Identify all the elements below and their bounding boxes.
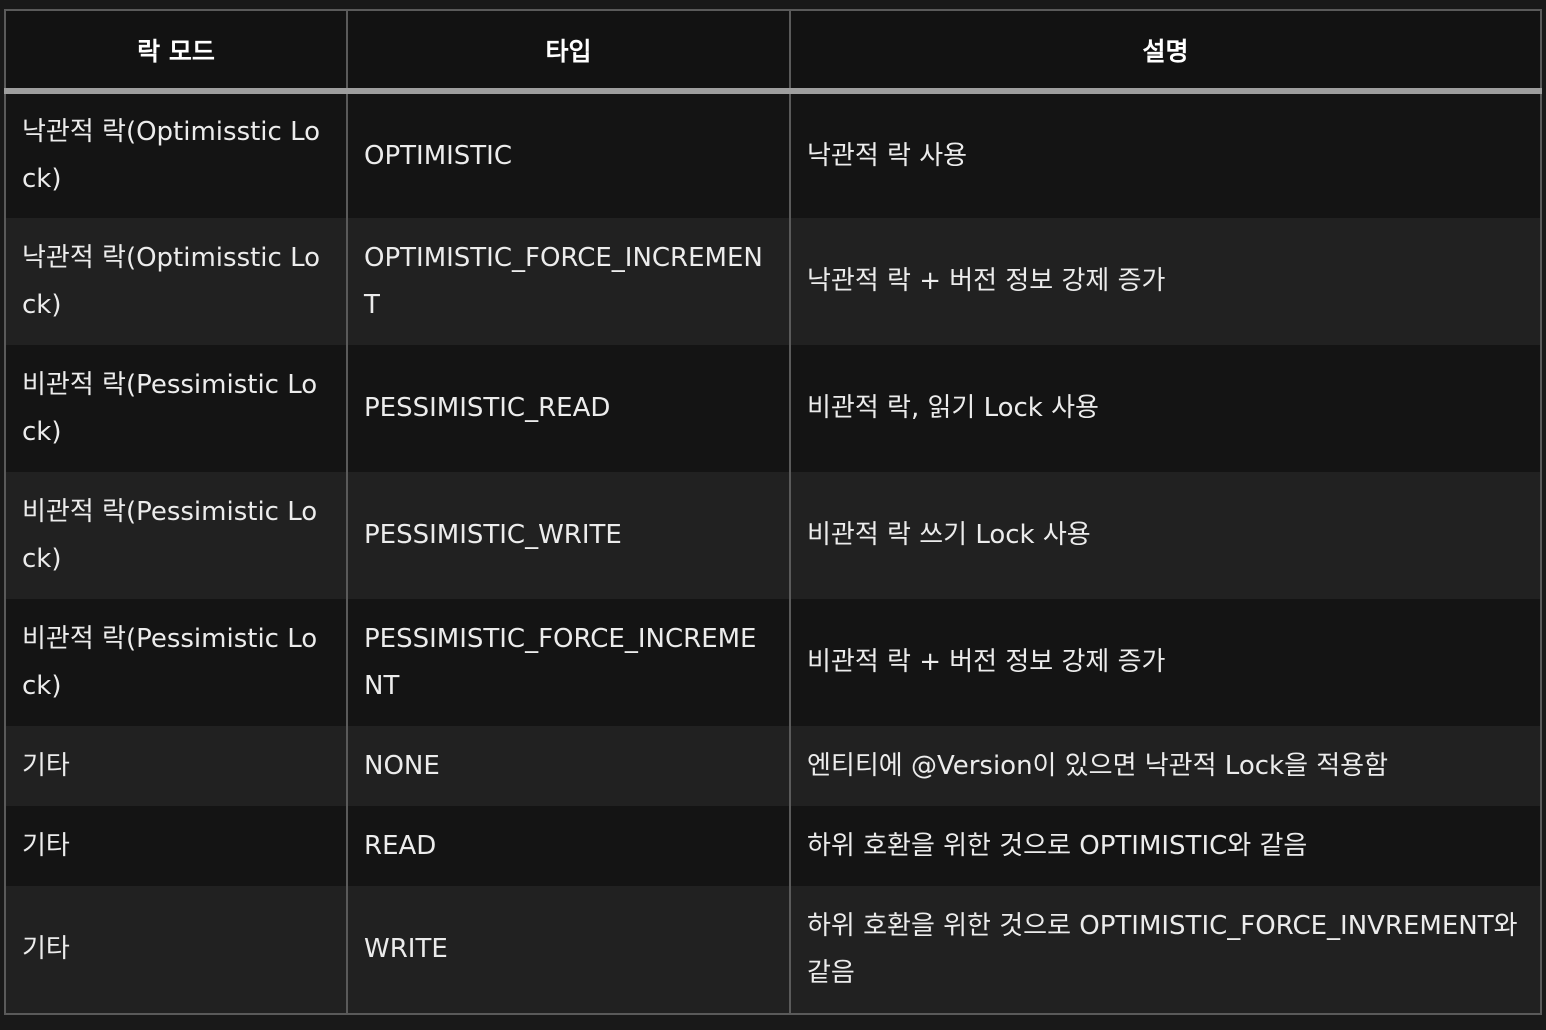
cell-type: OPTIMISTIC_FORCE_INCREMENT xyxy=(346,218,791,345)
cell-description: 낙관적 락 사용 xyxy=(789,91,1542,218)
cell-description: 엔티티에 @Version이 있으면 낙관적 Lock을 적용함 xyxy=(789,726,1542,806)
cell-lock-mode: 낙관적 락(Optimisstic Lock) xyxy=(4,218,348,345)
cell-description: 하위 호환을 위한 것으로 OPTIMISTIC와 같음 xyxy=(789,806,1542,886)
cell-type: PESSIMISTIC_READ xyxy=(346,345,791,472)
cell-lock-mode: 기타 xyxy=(4,726,348,806)
table-row: 기타 WRITE 하위 호환을 위한 것으로 OPTIMISTIC_FORCE_… xyxy=(4,886,1542,1015)
header-lock-mode: 락 모드 xyxy=(4,9,348,94)
table-header-row: 락 모드 타입 설명 xyxy=(4,9,1542,94)
cell-description: 비관적 락, 읽기 Lock 사용 xyxy=(789,345,1542,472)
cell-description: 낙관적 락 + 버전 정보 강제 증가 xyxy=(789,218,1542,345)
cell-lock-mode: 비관적 락(Pessimistic Lock) xyxy=(4,345,348,472)
table-row: 비관적 락(Pessimistic Lock) PESSIMISTIC_FORC… xyxy=(4,599,1542,726)
table-row: 기타 NONE 엔티티에 @Version이 있으면 낙관적 Lock을 적용함 xyxy=(4,726,1542,806)
table-row: 비관적 락(Pessimistic Lock) PESSIMISTIC_WRIT… xyxy=(4,472,1542,599)
cell-type: NONE xyxy=(346,726,791,806)
cell-type: OPTIMISTIC xyxy=(346,91,791,218)
cell-type: WRITE xyxy=(346,886,791,1015)
header-type: 타입 xyxy=(346,9,791,94)
cell-lock-mode: 기타 xyxy=(4,886,348,1015)
cell-lock-mode: 기타 xyxy=(4,806,348,886)
cell-description: 비관적 락 + 버전 정보 강제 증가 xyxy=(789,599,1542,726)
table-row: 비관적 락(Pessimistic Lock) PESSIMISTIC_READ… xyxy=(4,345,1542,472)
table-row: 낙관적 락(Optimisstic Lock) OPTIMISTIC 낙관적 락… xyxy=(4,91,1542,218)
cell-type: READ xyxy=(346,806,791,886)
cell-lock-mode: 비관적 락(Pessimistic Lock) xyxy=(4,472,348,599)
cell-type: PESSIMISTIC_WRITE xyxy=(346,472,791,599)
cell-lock-mode: 낙관적 락(Optimisstic Lock) xyxy=(4,91,348,218)
table-row: 낙관적 락(Optimisstic Lock) OPTIMISTIC_FORCE… xyxy=(4,218,1542,345)
cell-description: 하위 호환을 위한 것으로 OPTIMISTIC_FORCE_INVREMENT… xyxy=(789,886,1542,1015)
cell-lock-mode: 비관적 락(Pessimistic Lock) xyxy=(4,599,348,726)
header-description: 설명 xyxy=(789,9,1542,94)
cell-description: 비관적 락 쓰기 Lock 사용 xyxy=(789,472,1542,599)
table-row: 기타 READ 하위 호환을 위한 것으로 OPTIMISTIC와 같음 xyxy=(4,806,1542,886)
cell-type: PESSIMISTIC_FORCE_INCREMENT xyxy=(346,599,791,726)
lock-mode-table: 락 모드 타입 설명 낙관적 락(Optimisstic Lock) OPTIM… xyxy=(4,9,1542,1015)
